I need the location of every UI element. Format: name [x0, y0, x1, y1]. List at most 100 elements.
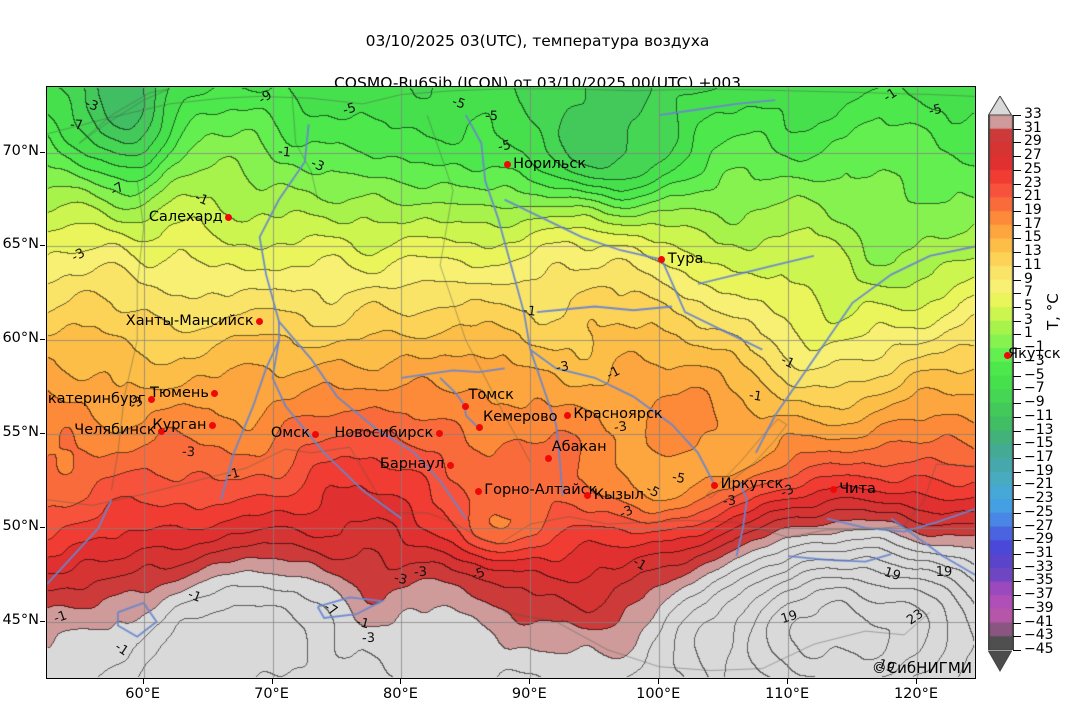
city-dot	[435, 430, 443, 438]
x-axis-tick	[400, 679, 401, 684]
y-axis-tick	[40, 527, 45, 528]
city-label: Кемерово	[482, 408, 558, 425]
city-dot	[147, 396, 155, 404]
colorbar-tick-label: 13	[1024, 243, 1042, 260]
colorbar-tick	[1013, 128, 1021, 130]
colorbar-tick	[1013, 142, 1021, 144]
temperature-map[interactable]: Норильск Салехард Тура Ханты-Мансийск Екатер…	[46, 86, 976, 679]
contour-label: -1	[522, 303, 538, 320]
y-axis-tick	[40, 621, 45, 622]
colorbar-tick-label: −35	[1024, 572, 1054, 589]
x-axis-tick-label: 60°E	[125, 686, 161, 702]
colorbar-tick	[1013, 320, 1021, 322]
x-axis-tick-label: 100°E	[636, 686, 681, 702]
city-dot	[474, 487, 482, 495]
contour-label: -3	[361, 630, 376, 646]
city-dot	[446, 461, 454, 469]
colorbar[interactable]: 33 31 29 27 25 23 21 19 17 15 13 11 9 7 5 3 1 −1 −3 −5 −7 −9−…	[988, 107, 1054, 656]
colorbar-tick	[1013, 457, 1021, 459]
colorbar-tick	[1013, 375, 1021, 377]
contour-label: 19	[935, 564, 953, 580]
graticule-layer	[47, 87, 975, 678]
colorbar-tick	[1013, 430, 1021, 432]
city-dot	[563, 411, 571, 419]
contour-label: -5	[670, 470, 686, 488]
colorbar-tick-label: −15	[1024, 435, 1054, 452]
colorbar-tick	[1013, 334, 1021, 336]
y-axis-tick	[40, 245, 45, 246]
contour-label: -1	[277, 144, 293, 161]
colorbar-tick-label: 11	[1024, 256, 1042, 273]
city-label: Ханты-Мансийск	[125, 312, 254, 329]
contour-label: -3	[612, 419, 628, 437]
colorbar-tick	[1013, 485, 1021, 487]
colorbar-tick-label: −5	[1024, 366, 1045, 383]
city-label: Кызыл	[593, 486, 644, 503]
colorbar-tick-label: −41	[1024, 613, 1054, 630]
colorbar-tick-label: −9	[1024, 394, 1045, 411]
colorbar-tick-label: −27	[1024, 517, 1054, 534]
contour-label: -7	[69, 118, 83, 134]
colorbar-tick-label: −17	[1024, 448, 1054, 465]
city-dot	[584, 492, 592, 500]
city-dot	[658, 256, 666, 264]
colorbar-tick	[1013, 224, 1021, 226]
colorbar-tick	[1013, 622, 1021, 624]
colorbar-tick	[1013, 416, 1021, 418]
colorbar-tick-label: −7	[1024, 380, 1045, 397]
colorbar-tick-label: −13	[1024, 421, 1054, 438]
colorbar-under-arrow	[988, 650, 1012, 672]
colorbar-tick-label: −33	[1024, 558, 1054, 575]
city-label: Абакан	[551, 439, 607, 456]
x-axis-tick-label: 120°E	[893, 686, 939, 702]
colorbar-tick-label: 9	[1024, 270, 1033, 287]
colorbar-tick	[1013, 512, 1021, 514]
colorbar-tick-label: 33	[1024, 106, 1042, 122]
city-dot	[545, 454, 553, 462]
contour-label: -5	[496, 137, 512, 156]
colorbar-tick-label: −29	[1024, 531, 1054, 548]
city-dot	[476, 424, 484, 432]
city-label: Якутск	[1008, 346, 1061, 362]
city-label: Курган	[152, 416, 207, 433]
city-marker-yakutsk: Якутск	[1004, 346, 1061, 362]
colorbar-tick-label: 27	[1024, 147, 1042, 164]
city-label: Омск	[270, 425, 310, 442]
city-label: Норильск	[513, 155, 587, 172]
city-label: Челябинск	[74, 422, 156, 439]
y-axis-tick-label: 70°N	[2, 142, 39, 159]
colorbar-tick-label: −37	[1024, 586, 1054, 603]
colorbar-tick-label: 25	[1024, 160, 1042, 177]
title-line-1: 03/10/2025 03(UTC), температура воздуха	[365, 32, 710, 50]
colorbar-tick-label: 19	[1024, 202, 1042, 219]
colorbar-tick-label: −21	[1024, 476, 1054, 493]
colorbar-title: T, °C	[1044, 293, 1062, 330]
city-dot	[225, 214, 233, 222]
colorbar-tick	[1013, 238, 1021, 240]
colorbar-tick-label: −31	[1024, 544, 1054, 561]
colorbar-tick	[1013, 403, 1021, 405]
city-label: Горно-Алтайск	[484, 482, 598, 499]
colorbar-tick	[1013, 115, 1021, 116]
colorbar-over-arrow	[988, 96, 1012, 116]
city-dot	[256, 318, 264, 326]
colorbar-tick	[1013, 265, 1021, 267]
colorbar-tick-label: −25	[1024, 503, 1054, 520]
colorbar-tick	[1013, 444, 1021, 446]
copyright-credit: ©СибНИГМИ	[871, 659, 972, 677]
colorbar-tick	[1013, 650, 1021, 651]
colorbar-tick	[1013, 636, 1021, 638]
city-dot	[158, 427, 166, 435]
city-dot	[711, 481, 719, 489]
city-label: Красноярск	[573, 406, 663, 423]
colorbar-tick	[1013, 293, 1021, 295]
contour-label: -3	[181, 444, 195, 461]
x-axis-tick	[658, 679, 659, 684]
city-label: Новосибирск	[334, 424, 434, 441]
colorbar-tick-label: −3	[1024, 352, 1045, 369]
x-axis-tick	[787, 679, 788, 684]
colorbar-tick	[1013, 389, 1021, 391]
colorbar-tick-label: −43	[1024, 627, 1054, 644]
city-dot	[462, 402, 469, 410]
colorbar-tick-label: 15	[1024, 229, 1042, 246]
